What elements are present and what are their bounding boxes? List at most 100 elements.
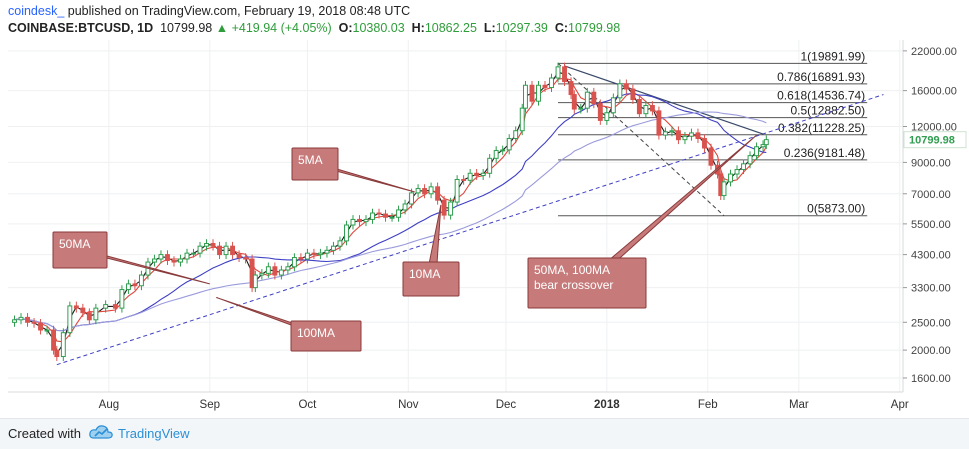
candle-body: [138, 274, 144, 287]
candle-body: [80, 307, 86, 314]
candle-body: [344, 224, 349, 242]
candle-body: [549, 77, 554, 89]
candle-body: [44, 329, 50, 332]
candle-body: [389, 216, 395, 219]
candle-body: [610, 97, 616, 114]
candle-body: [728, 173, 733, 183]
tradingview-link[interactable]: TradingView: [118, 426, 190, 441]
author-link[interactable]: coindesk_: [8, 4, 65, 18]
candle-body: [204, 242, 209, 247]
candle-body: [125, 283, 131, 291]
candle-body: [428, 186, 434, 195]
candle-body: [249, 258, 255, 289]
candle-body: [741, 163, 746, 171]
support-trendline: [56, 94, 884, 366]
candle-body: [86, 312, 92, 321]
time-tick-label: Nov: [398, 399, 419, 411]
price-tick-label: 3300.00: [911, 283, 951, 295]
price-tick-label: 22000.00: [911, 46, 957, 58]
candle-body: [562, 66, 567, 83]
last-price-label: 10799.98: [909, 135, 955, 147]
candle-body: [223, 245, 229, 256]
candle-body: [396, 209, 401, 218]
candle-body: [754, 146, 759, 157]
candle-body: [25, 316, 30, 323]
candle-body: [441, 199, 447, 216]
candle-body: [474, 172, 480, 177]
symbol-label: COINBASE:BTCUSD, 1D: [8, 21, 154, 35]
callout-box: [402, 261, 460, 297]
candle-body: [415, 188, 421, 194]
candle-body: [747, 155, 753, 165]
btc-price-chart[interactable]: 1(19891.99) 0.786(16891.93) 0.618(14536.74…: [0, 40, 969, 418]
callout-box: [527, 257, 647, 309]
candle-body: [317, 252, 323, 256]
candle-body: [60, 332, 66, 358]
chart-header: coindesk_ published on TradingView.com, …: [8, 3, 963, 39]
candle-body: [265, 266, 271, 274]
candle-body: [597, 103, 603, 121]
high-value: 10862.25: [424, 21, 477, 35]
candle-body: [165, 254, 170, 262]
price-tick-label: 12000.00: [911, 122, 957, 134]
candle-body: [643, 104, 649, 115]
high-label: H:: [411, 21, 425, 35]
time-axis[interactable]: Aug Sep Oct Nov Dec 2018 Feb Mar Apr: [8, 391, 909, 411]
candle-body: [669, 130, 675, 133]
candle-body: [555, 66, 561, 79]
close-value: 10799.98: [568, 21, 621, 35]
fib-level-label: 0(5873.00): [807, 202, 865, 216]
candle-body: [73, 305, 79, 309]
price-tick-label: 1600.00: [911, 373, 951, 385]
candle-body: [542, 84, 548, 89]
candle-body: [184, 252, 190, 260]
candle-body: [370, 212, 375, 220]
candle-body: [623, 83, 629, 90]
candle-body: [191, 252, 196, 255]
time-tick-label: Aug: [99, 399, 119, 411]
candle-body: [604, 112, 610, 121]
price-axis[interactable]: 22000.00 16000.00 12000.00 9000.00 7000.00 55…: [902, 40, 969, 418]
callout-label: 10MA: [409, 267, 440, 281]
candle-body: [487, 157, 493, 174]
ma-line-100ma: [14, 111, 767, 332]
candle-body: [506, 138, 512, 151]
candle-body: [31, 321, 37, 324]
open-value: 10380.03: [352, 21, 405, 35]
candle-body: [454, 178, 460, 203]
candle-body: [656, 110, 662, 136]
candle-body: [132, 283, 138, 287]
candle-body: [210, 242, 216, 247]
candle-body: [630, 88, 636, 100]
candle-body: [285, 266, 291, 271]
candle-body: [402, 203, 408, 211]
callout-box: [290, 320, 362, 352]
candle-body: [721, 181, 727, 197]
candle-body: [178, 258, 183, 263]
candle-body: [591, 91, 597, 105]
ma-line-50ma: [14, 93, 767, 332]
candle-body: [243, 257, 249, 260]
candle-body: [448, 201, 454, 216]
fib-level-label: 0.618(14536.74): [777, 89, 865, 103]
candle-body: [18, 316, 24, 321]
candle-body: [702, 138, 707, 149]
candle-body: [513, 130, 519, 140]
callout-box: [291, 147, 339, 181]
candle-body: [171, 260, 177, 263]
candle-body: [272, 266, 278, 276]
candle-body: [278, 269, 284, 276]
candle-body: [422, 188, 428, 195]
candle-body: [568, 81, 574, 96]
publish-line: coindesk_ published on TradingView.com, …: [8, 3, 963, 20]
moving-averages: [14, 71, 767, 355]
candle-body: [93, 307, 99, 321]
time-tick-label: Apr: [891, 399, 909, 411]
candle-body: [675, 130, 681, 141]
candle-body: [523, 84, 528, 109]
candle-body: [197, 245, 203, 254]
candle-body: [67, 305, 73, 334]
candle-body: [217, 245, 222, 256]
candle-body: [158, 254, 164, 260]
candle-body: [311, 252, 317, 256]
